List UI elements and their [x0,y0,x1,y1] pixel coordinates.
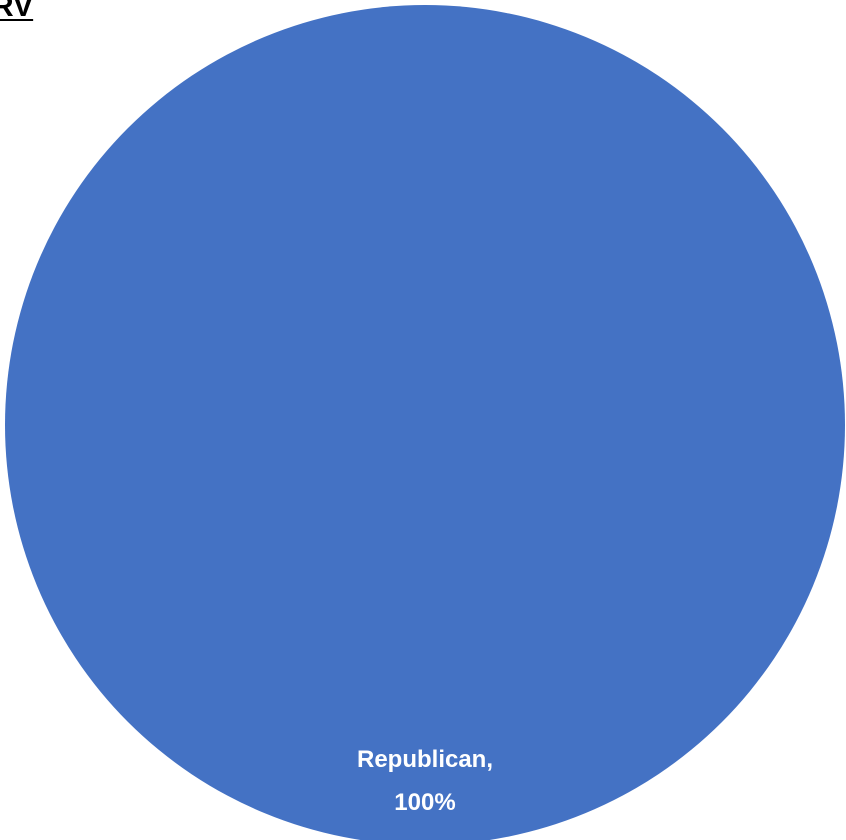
pie-data-label-value: 100% [394,789,455,816]
pie-data-label-category: Republican, [357,746,493,773]
pie-data-label: Republican, 100% [357,746,493,816]
chart-title: RV [0,0,34,23]
pie-slice-republican [5,5,845,840]
